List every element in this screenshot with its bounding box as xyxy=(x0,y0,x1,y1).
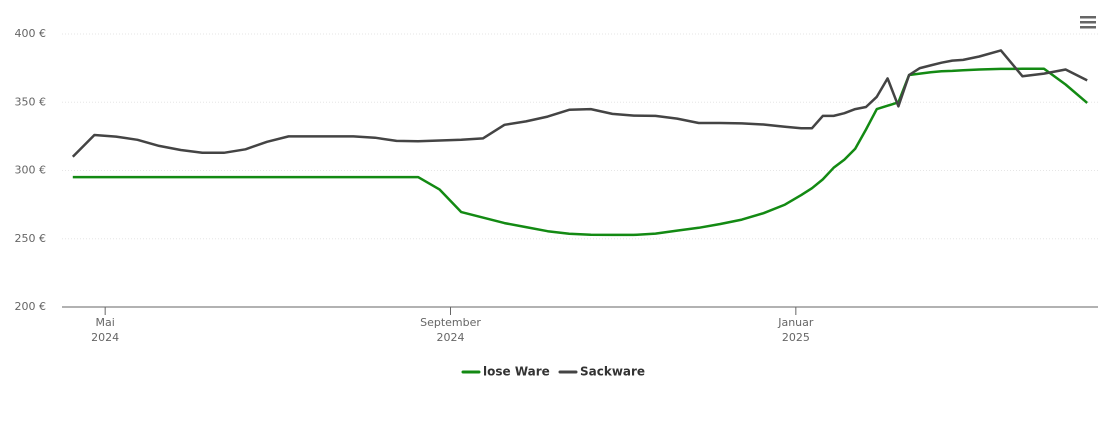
x-tick-label: Januar 2025 xyxy=(777,316,814,344)
y-tick-label: 300 € xyxy=(15,164,47,177)
menu-bar xyxy=(1080,21,1096,24)
x-tick-label-line: Januar xyxy=(777,316,814,329)
legend-label: Sackware xyxy=(580,365,645,379)
series-line xyxy=(71,49,1088,158)
menu-button[interactable] xyxy=(1080,16,1096,29)
x-tick-label-line: September xyxy=(420,316,481,329)
series-line xyxy=(72,67,1089,237)
x-tick-label: Mai 2024 xyxy=(91,316,119,344)
x-tick-label-line: 2024 xyxy=(437,331,465,344)
x-tick-label-line: 2025 xyxy=(782,331,810,344)
y-tick-label: 200 € xyxy=(15,300,47,313)
menu-bar xyxy=(1080,26,1096,29)
x-tick-label-line: 2024 xyxy=(91,331,119,344)
y-tick-label: 250 € xyxy=(15,232,47,245)
menu-bar xyxy=(1080,16,1096,19)
y-tick-label: 400 € xyxy=(15,27,47,40)
x-tick-label: September 2024 xyxy=(420,316,481,344)
legend-label: lose Ware xyxy=(483,365,550,379)
y-tick-label: 350 € xyxy=(15,95,47,108)
x-tick-label-line: Mai xyxy=(96,316,115,329)
